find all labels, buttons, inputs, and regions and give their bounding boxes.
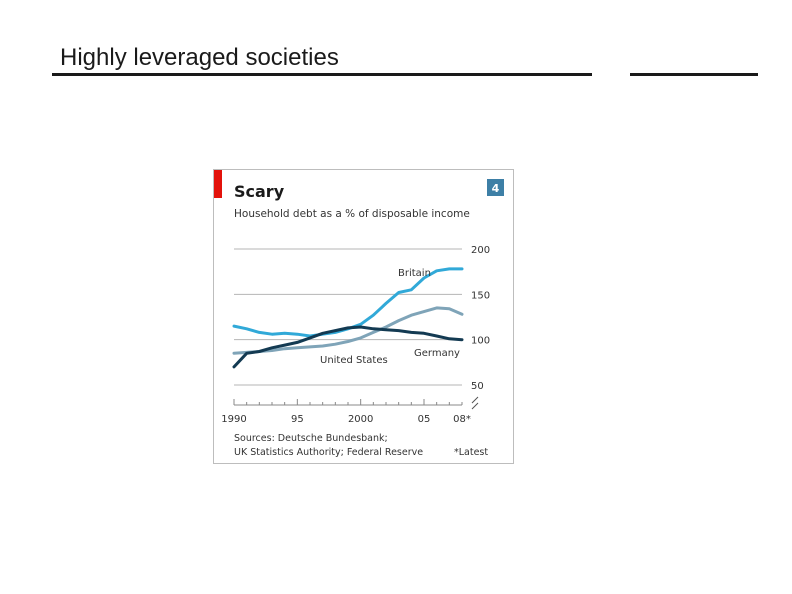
x-tick-label-08: 08* [453, 414, 471, 425]
y-tick-label-150: 150 [471, 290, 490, 301]
y-tick-label-50: 50 [471, 381, 484, 392]
footnote-latest: *Latest [454, 447, 488, 458]
chart-number: 4 [492, 182, 500, 195]
sources-line-1: Sources: Deutsche Bundesbank; [234, 433, 388, 444]
title-underline-left [52, 73, 592, 76]
household-debt-chart: Scary Household debt as a % of disposabl… [214, 170, 504, 458]
series-label-united-states: United States [320, 355, 388, 366]
series-line-germany [232, 325, 464, 369]
x-tick-label-2000: 2000 [348, 414, 373, 425]
slide-title: Highly leveraged societies [60, 44, 339, 71]
x-tick-label-1990: 1990 [221, 414, 246, 425]
axis-break-mark [471, 396, 479, 410]
x-tick-label-95: 95 [291, 414, 304, 425]
chart-number-badge [487, 179, 504, 196]
series-label-germany: Germany [414, 348, 460, 359]
sources-line-2: UK Statistics Authority; Federal Reserve [234, 447, 423, 458]
chart-subtitle: Household debt as a % of disposable inco… [234, 208, 470, 220]
title-underline-right [630, 73, 758, 76]
y-tick-label-200: 200 [471, 245, 490, 256]
chart-title: Scary [234, 182, 285, 201]
x-tick-label-05: 05 [418, 414, 431, 425]
red-accent-bar [214, 170, 222, 198]
series-line-united-states [232, 306, 464, 355]
chart-figure: Scary Household debt as a % of disposabl… [213, 169, 514, 464]
y-tick-label-100: 100 [471, 336, 490, 347]
series-label-britain: Britain [398, 268, 431, 279]
